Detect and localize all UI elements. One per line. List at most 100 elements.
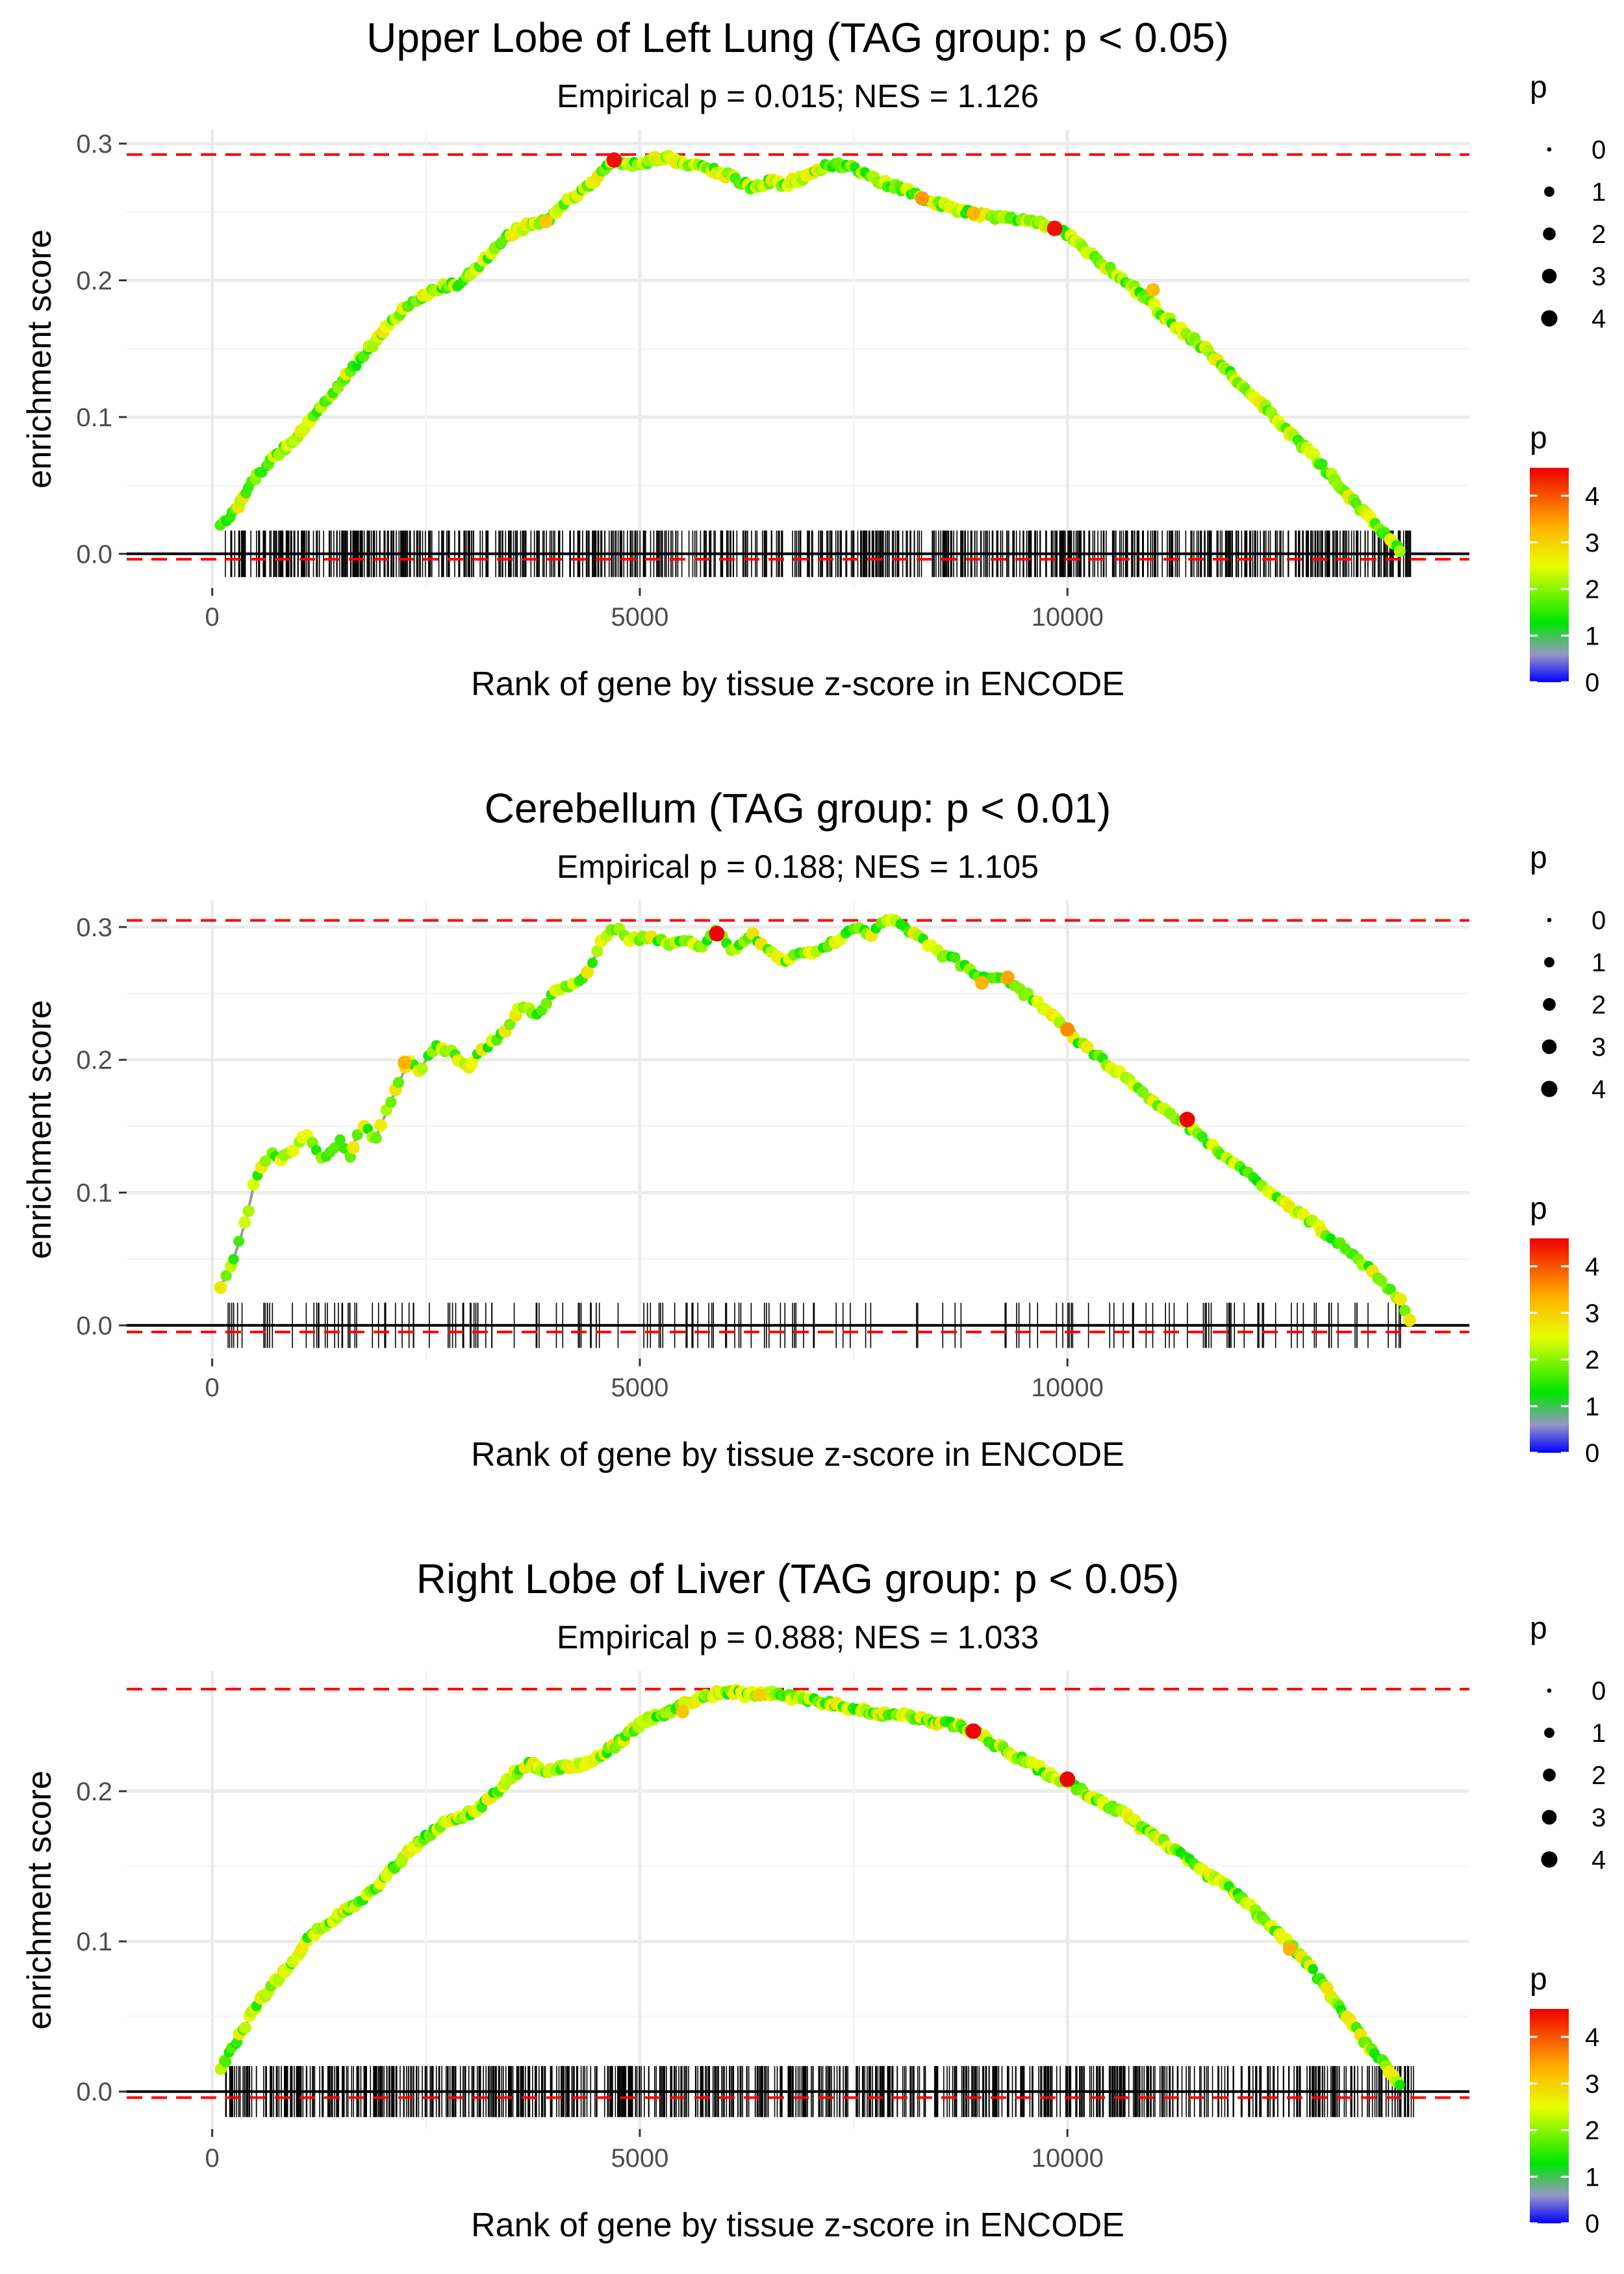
es-point [259,1155,272,1168]
y-axis-label: enrichment score [21,1000,58,1259]
es-highlight-point [965,1723,982,1739]
color-legend-label: 3 [1585,2070,1599,2099]
es-highlight-point [709,926,725,942]
size-legend-title: p [1530,70,1547,105]
es-points [214,1683,1405,2090]
es-point [238,1216,251,1229]
chart-subtitle: Empirical p = 0.188; NES = 1.105 [557,849,1039,885]
chart-panel-1: Upper Lobe of Left Lung (TAG group: p < … [21,14,1606,703]
size-legend-label: 4 [1592,305,1606,333]
size-legend-dot [1547,147,1552,152]
es-curve-line [220,156,1402,551]
size-legend: p 0 1 2 3 4 [1530,1611,1606,1874]
chart-panel-3: Right Lobe of Liver (TAG group: p < 0.05… [21,1555,1606,2244]
es-point [335,1134,346,1145]
y-tick-label: 0.1 [76,1179,112,1208]
es-point [242,1205,255,1218]
size-legend-dot [1543,227,1556,240]
x-tick-label: 10000 [1032,2144,1104,2173]
es-point [1385,1283,1396,1295]
es-highlight-point [915,191,930,206]
size-legend-dot [1542,1809,1557,1825]
es-highlight-point [1282,1941,1297,1956]
color-legend-label: 0 [1585,2210,1599,2238]
chart-title: Cerebellum (TAG group: p < 0.01) [485,785,1111,832]
es-point [347,1141,360,1155]
size-legend-label: 2 [1592,220,1606,249]
es-point [503,1018,516,1030]
es-highlight-point [1000,970,1015,985]
es-point [385,1096,397,1108]
es-point [392,1077,405,1088]
size-legend-label: 0 [1592,136,1606,164]
es-highlight-point [974,976,989,990]
es-point [220,1270,232,1282]
color-legend-bar [1530,468,1569,682]
es-point [949,952,961,964]
x-tick-label: 10000 [1032,1373,1104,1402]
y-tick-label: 0.3 [76,913,112,942]
x-tick-label: 10000 [1032,603,1104,632]
y-tick-label: 0.2 [76,266,112,295]
color-legend-title: p [1530,1192,1547,1226]
es-point [374,1119,387,1132]
size-legend-dot [1542,268,1557,284]
es-highlight-point [1060,1022,1075,1037]
chart-title: Upper Lobe of Left Lung (TAG group: p < … [366,14,1229,61]
color-legend-label: 2 [1585,576,1599,604]
color-legend-label: 4 [1585,2023,1599,2052]
es-point [239,2021,251,2034]
es-point [1402,1313,1416,1327]
es-point [329,1142,340,1154]
es-point [214,1281,227,1294]
x-tick-label: 0 [205,1373,220,1402]
size-legend-label: 1 [1592,949,1606,977]
x-tick-label: 5000 [611,603,668,632]
color-legend-label: 1 [1585,1392,1599,1421]
size-legend-label: 2 [1592,1761,1606,1790]
y-tick-label: 0.1 [76,1928,112,1956]
color-legend-label: 3 [1585,1299,1599,1328]
y-axis-label: enrichment score [21,229,58,489]
x-tick-label: 0 [205,603,220,632]
es-point [370,1132,382,1144]
size-legend-label: 0 [1592,906,1606,935]
color-legend-label: 3 [1585,529,1599,557]
es-point [465,1056,479,1070]
size-legend-dot [1544,1728,1554,1738]
y-tick-label: 0.0 [76,1312,112,1340]
color-legend-label: 0 [1585,1439,1599,1468]
es-highlight-point [1146,283,1160,297]
y-tick-label: 0.2 [76,1778,112,1806]
color-legend: p 0 1 2 3 4 [1530,421,1599,697]
y-tick-label: 0.0 [76,540,112,568]
es-point [1080,1040,1094,1054]
size-legend-title: p [1530,841,1547,875]
es-point [591,945,603,958]
size-legend-label: 3 [1592,1804,1606,1832]
size-legend-label: 3 [1592,1033,1606,1062]
es-point [1393,545,1406,557]
color-legend-bar [1530,2009,1569,2223]
color-legend-label: 2 [1585,1346,1599,1375]
color-legend: p 0 1 2 3 4 [1530,1192,1599,1468]
y-tick-label: 0.0 [76,2078,112,2106]
gene-hits [225,2065,1414,2117]
chart-subtitle: Empirical p = 0.888; NES = 1.033 [557,1619,1039,1655]
es-point [247,1178,260,1191]
size-legend: p 0 1 2 3 4 [1530,841,1606,1104]
chart-subtitle: Empirical p = 0.015; NES = 1.126 [557,78,1039,114]
es-highlight-point [539,214,553,229]
grid [127,1671,1469,2129]
es-highlight-point [1047,220,1063,236]
es-point [416,1062,428,1075]
size-legend-dot [1544,186,1554,197]
size-legend-label: 2 [1592,991,1606,1019]
es-point [338,1143,350,1154]
size-legend: p 0 1 2 3 4 [1530,70,1606,333]
color-legend-title: p [1530,1962,1547,1997]
size-legend-label: 4 [1592,1846,1606,1874]
es-point [540,997,552,1010]
size-legend-title: p [1530,1611,1547,1646]
